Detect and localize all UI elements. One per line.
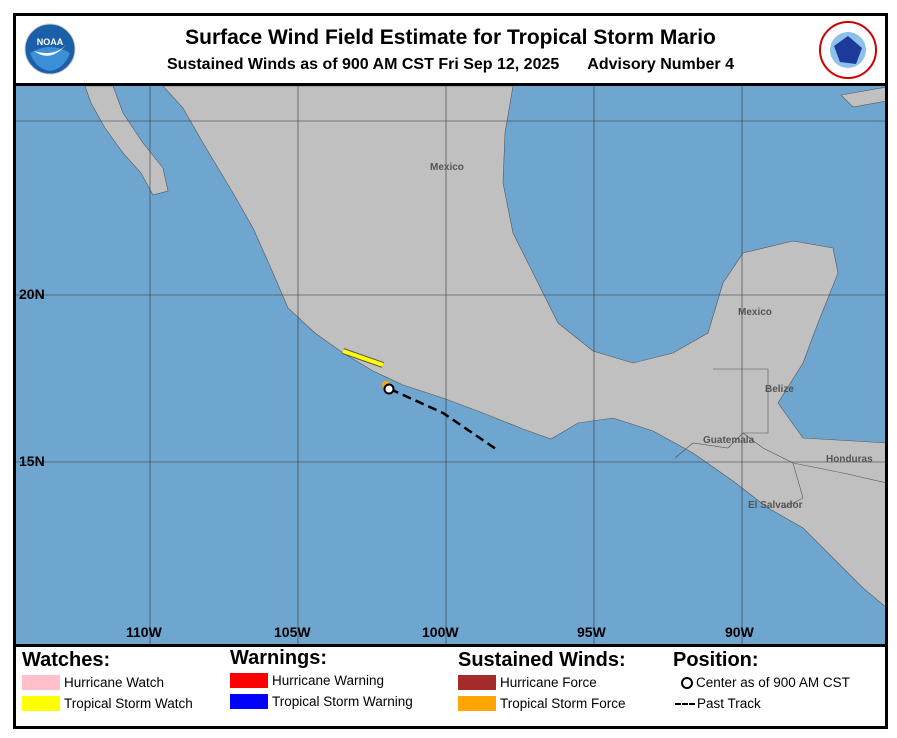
hurricane-warning-swatch xyxy=(230,673,268,688)
legend-label: Tropical Storm Watch xyxy=(64,696,193,711)
legend-label: Tropical Storm Force xyxy=(500,696,626,711)
hurricane-force-swatch xyxy=(458,675,496,690)
center-circle-icon xyxy=(681,676,693,689)
storm-center-marker[interactable] xyxy=(383,383,395,395)
legend-label: Center as of 900 AM CST xyxy=(696,675,850,690)
legend-title: Position: xyxy=(673,649,759,671)
graticule xyxy=(16,86,887,644)
place-label: El Salvador xyxy=(748,500,803,511)
legend-title: Sustained Winds: xyxy=(458,649,626,671)
past-track-line xyxy=(389,387,497,451)
legend-label: Hurricane Force xyxy=(500,675,597,690)
dash-icon xyxy=(675,702,695,705)
place-label: Honduras xyxy=(826,454,873,465)
legend-watches: Watches: Hurricane Watch Tropical Storm … xyxy=(22,649,193,714)
lat-label: 15N xyxy=(19,453,45,469)
lat-label: 20N xyxy=(19,286,45,302)
lon-label: 90W xyxy=(725,624,754,640)
graphic-frame: NOAA Surface Wind Field Estimate for Tro… xyxy=(13,13,888,729)
subtitle: Sustained Winds as of 900 AM CST Fri Sep… xyxy=(16,56,885,74)
place-label: Mexico xyxy=(430,162,464,173)
lon-label: 105W xyxy=(274,624,311,640)
page-title: Surface Wind Field Estimate for Tropical… xyxy=(185,26,716,49)
legend-winds: Sustained Winds: Hurricane Force Tropica… xyxy=(458,649,626,714)
place-label: Belize xyxy=(765,384,794,395)
header: NOAA Surface Wind Field Estimate for Tro… xyxy=(16,16,885,86)
ts-force-swatch xyxy=(458,696,496,711)
ts-warning-swatch xyxy=(230,694,268,709)
advisory-number: Advisory Number 4 xyxy=(587,56,734,73)
map-canvas xyxy=(16,85,888,644)
legend-title: Watches: xyxy=(22,649,111,671)
legend-warnings: Warnings: Hurricane Warning Tropical Sto… xyxy=(230,647,413,712)
lon-label: 100W xyxy=(422,624,459,640)
mexico-central-america xyxy=(162,85,888,609)
nws-logo-icon xyxy=(819,21,877,79)
lon-label: 95W xyxy=(577,624,606,640)
legend-label: Hurricane Warning xyxy=(272,673,385,688)
valid-time: Sustained Winds as of 900 AM CST Fri Sep… xyxy=(167,56,560,73)
lon-label: 110W xyxy=(126,624,162,640)
legend-label: Past Track xyxy=(697,696,761,711)
legend-position: Position: Center as of 900 AM CST Past T… xyxy=(673,649,850,714)
place-label: Guatemala xyxy=(703,435,755,446)
ts-watch-swatch xyxy=(22,696,60,711)
place-label: Mexico xyxy=(738,307,772,318)
svg-text:NOAA: NOAA xyxy=(37,37,64,47)
yucatan-bay xyxy=(853,86,887,403)
noaa-logo-icon: NOAA xyxy=(24,23,76,75)
baja-california xyxy=(84,85,169,196)
map[interactable]: 110W 105W 100W 95W 90W 20N 15N Mexico Me… xyxy=(16,85,888,647)
legend-title: Warnings: xyxy=(230,647,328,669)
hurricane-watch-swatch xyxy=(22,675,60,690)
legend-label: Tropical Storm Warning xyxy=(272,694,413,709)
country-borders xyxy=(674,368,888,509)
legend-label: Hurricane Watch xyxy=(64,675,165,690)
